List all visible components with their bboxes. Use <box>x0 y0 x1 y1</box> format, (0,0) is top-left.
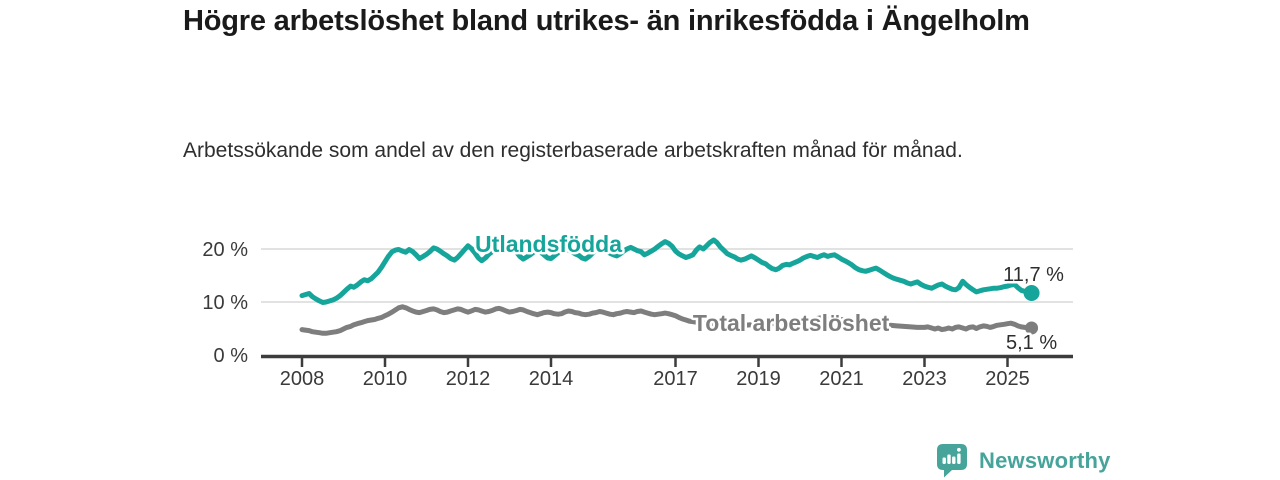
bar-1 <box>942 457 946 464</box>
series-line-total <box>299 304 1035 336</box>
speech-bubble-shape <box>937 444 967 478</box>
bar-2 <box>947 454 951 464</box>
series-end-dot-utlandsfodda <box>1023 284 1040 301</box>
x-axis-tick-label: 2008 <box>280 368 325 390</box>
x-axis-tick-label: 2021 <box>819 368 864 390</box>
end-value-label-utlandsfodda: 11,7 % <box>1003 264 1064 286</box>
series-line-utlandsfodda <box>299 237 1035 305</box>
y-axis-tick-label: 0 % <box>214 345 249 367</box>
x-axis-tick-label: 2010 <box>363 368 408 390</box>
bar-3 <box>952 456 956 464</box>
series-label-utlandsfodda: Utlandsfödda <box>475 231 622 257</box>
x-axis-tick-label: 2017 <box>653 368 698 390</box>
exclamation-dot <box>957 447 961 452</box>
x-axis-tick-label: 2019 <box>736 368 781 390</box>
x-axis-tick-label: 2014 <box>529 368 574 390</box>
newsworthy-brand-text: Newsworthy <box>979 447 1111 473</box>
newsworthy-logo: Newsworthy <box>936 443 1111 478</box>
x-axis-tick-label: 2012 <box>446 368 491 390</box>
chart-subtitle: Arbetssökande som andel av den registerb… <box>183 139 963 162</box>
x-axis-tick-label: 2023 <box>902 368 947 390</box>
x-axis-tick-label: 2025 <box>985 368 1030 390</box>
series-label-total: Total arbetslöshet <box>693 310 890 336</box>
y-axis-tick-label: 10 % <box>202 292 248 314</box>
exclamation-bar <box>957 453 961 464</box>
bar-chart-speech-bubble-icon <box>937 444 967 478</box>
page-title: Högre arbetslöshet bland utrikes- än inr… <box>183 5 1030 37</box>
series-end-dot-total <box>1025 321 1039 335</box>
y-axis-tick-label: 20 % <box>202 239 248 261</box>
end-value-label-total: 5,1 % <box>1006 332 1057 354</box>
